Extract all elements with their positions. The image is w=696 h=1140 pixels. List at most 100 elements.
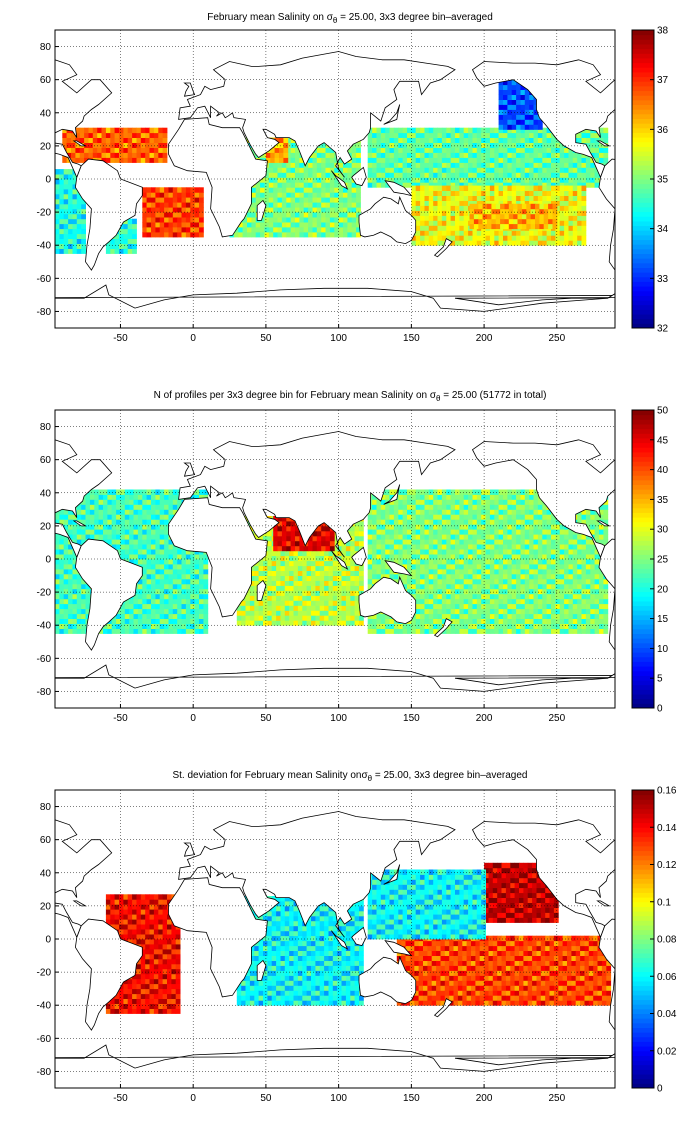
heatmap-cell <box>415 240 421 246</box>
heatmap-cell <box>328 610 334 616</box>
heatmap-cell <box>354 570 360 576</box>
heatmap-cell <box>133 529 139 535</box>
heatmap-cell <box>289 605 294 611</box>
heatmap-cell <box>380 182 386 188</box>
heatmap-cell <box>273 207 278 213</box>
heatmap-cell <box>267 570 273 576</box>
heatmap-cell <box>424 628 430 634</box>
heatmap-cell <box>328 580 334 586</box>
heatmap-cell <box>463 142 469 148</box>
heatmap-cell <box>424 564 430 570</box>
heatmap-cell <box>338 192 344 198</box>
heatmap-cell <box>520 99 526 105</box>
heatmap-cell <box>385 504 390 510</box>
y-tick-label: 40 <box>40 108 52 119</box>
heatmap-cell <box>81 583 86 590</box>
heatmap-cell <box>529 177 534 183</box>
heatmap-cell <box>385 177 390 183</box>
heatmap-cell <box>72 588 78 595</box>
heatmap-cell <box>321 167 326 173</box>
heatmap-cell <box>585 177 591 183</box>
heatmap-cell <box>542 177 548 183</box>
heatmap-cell <box>311 615 316 621</box>
heatmap-cell <box>324 555 329 562</box>
heatmap-cell <box>72 554 78 560</box>
heatmap-cell <box>555 240 561 246</box>
heatmap-cell <box>594 142 600 148</box>
heatmap-cell <box>63 509 69 515</box>
heatmap-cell <box>424 608 430 615</box>
heatmap-cell <box>529 200 534 206</box>
heatmap-cell <box>321 520 326 527</box>
heatmap-cell <box>354 575 360 581</box>
heatmap-cell <box>398 182 404 188</box>
heatmap-cell <box>316 182 322 188</box>
heatmap-cell <box>185 222 191 228</box>
heatmap-cell <box>385 162 390 168</box>
heatmap-cell <box>441 152 447 158</box>
heatmap-cell <box>299 182 305 188</box>
heatmap-cell <box>555 147 561 153</box>
heatmap-cell <box>407 544 412 550</box>
heatmap-cell <box>59 208 65 215</box>
heatmap-cell <box>511 109 517 115</box>
heatmap-cell <box>59 519 65 525</box>
heatmap-cell <box>111 529 117 535</box>
heatmap-cell <box>551 137 556 143</box>
heatmap-cell <box>393 177 399 183</box>
heatmap-cell <box>546 167 552 173</box>
heatmap-cell <box>559 162 565 168</box>
heatmap-cell <box>242 232 248 238</box>
heatmap-cell <box>55 559 60 565</box>
heatmap-cell <box>268 207 274 213</box>
heatmap-cell <box>59 598 65 605</box>
heatmap-cell <box>350 605 356 611</box>
heatmap-cell <box>411 494 417 500</box>
heatmap-cell <box>415 137 421 143</box>
heatmap-cell <box>533 114 539 120</box>
heatmap-cell <box>290 187 296 193</box>
heatmap-cell <box>325 540 331 547</box>
heatmap-cell <box>142 628 148 634</box>
heatmap-cell <box>168 514 174 520</box>
heatmap-cell <box>354 525 360 532</box>
heatmap-cell <box>337 540 342 547</box>
heatmap-cell <box>398 147 404 153</box>
heatmap-cell <box>94 489 100 495</box>
heatmap-cell <box>337 610 342 616</box>
heatmap-cell <box>316 207 322 213</box>
heatmap-cell <box>516 152 521 158</box>
colorbar-segment <box>632 109 654 115</box>
heatmap-cell <box>98 494 104 500</box>
heatmap-cell <box>258 560 264 567</box>
heatmap-cell <box>159 217 165 223</box>
heatmap-cell <box>507 240 513 246</box>
heatmap-cell <box>311 610 316 616</box>
heatmap-cell <box>450 162 456 168</box>
heatmap-cell <box>132 147 137 153</box>
heatmap-cell <box>354 530 360 537</box>
heatmap-cell <box>66 147 72 153</box>
heatmap-cell <box>463 230 469 236</box>
heatmap-cell <box>428 190 434 196</box>
heatmap-cell <box>585 137 591 143</box>
heatmap-cell <box>59 578 65 585</box>
heatmap-cell <box>402 628 408 634</box>
heatmap-cell <box>159 514 165 520</box>
heatmap-cell <box>433 127 438 134</box>
heatmap-cell <box>332 580 338 586</box>
heatmap-cell <box>473 203 479 210</box>
heatmap-cell <box>437 157 443 163</box>
heatmap-cell <box>168 544 174 550</box>
heatmap-cell <box>572 215 578 221</box>
heatmap-cell <box>276 620 281 626</box>
heatmap-cell <box>72 578 78 585</box>
heatmap-cell <box>177 549 182 555</box>
heatmap-cell <box>581 230 587 236</box>
heatmap-cell <box>120 539 126 545</box>
heatmap-cell <box>164 504 169 510</box>
heatmap-cell <box>441 210 447 216</box>
heatmap-cell <box>162 132 168 138</box>
heatmap-cell <box>599 147 604 153</box>
heatmap-cell <box>411 578 417 585</box>
